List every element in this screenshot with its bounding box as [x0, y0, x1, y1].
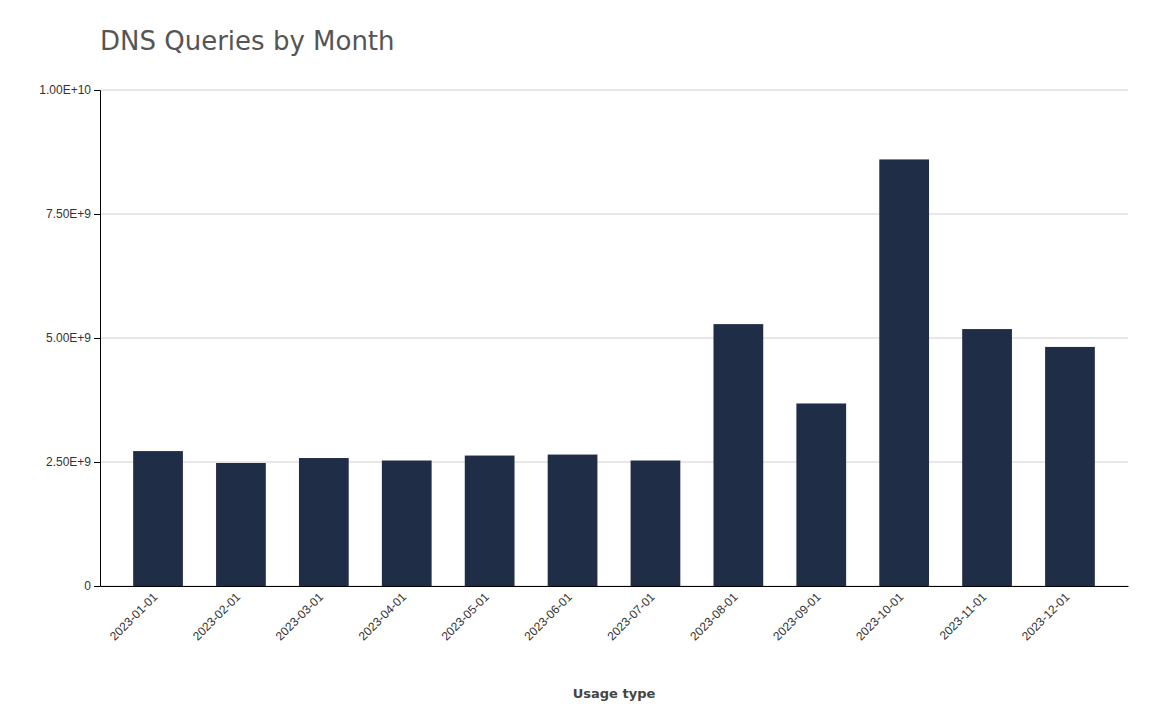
y-tick-mark [94, 338, 100, 339]
x-tick: 2023-01-01 [107, 590, 161, 644]
x-tick-label: 2023-06-01 [522, 590, 576, 644]
x-axis-line [101, 586, 1129, 587]
x-axis: 2023-01-01 2023-02-01 2023-03-01 2023-04-01… [101, 587, 1129, 644]
chart-svg: 0 2.50E+9 5.00E+9 7.50E+9 1.00E+10 2023-01-01… [0, 0, 1168, 716]
x-tick: 2023-05-01 [439, 590, 493, 644]
x-tick-label: 2023-09-01 [770, 590, 824, 644]
y-tick-label: 2.50E+9 [46, 455, 91, 469]
y-tick: 5.00E+9 [46, 331, 100, 345]
y-axis-line [94, 91, 101, 587]
x-tick: 2023-10-01 [853, 590, 907, 644]
bar [879, 159, 929, 586]
x-tick: 2023-09-01 [770, 590, 824, 644]
bar [133, 451, 183, 586]
x-tick: 2023-02-01 [190, 590, 244, 644]
x-tick-label: 2023-07-01 [604, 590, 658, 644]
x-tick-label: 2023-10-01 [853, 590, 907, 644]
y-tick: 2.50E+9 [46, 455, 100, 469]
bar [962, 329, 1012, 586]
bar [382, 461, 432, 586]
bar [465, 456, 515, 586]
y-tick-label: 7.50E+9 [46, 207, 91, 221]
grid [100, 90, 1128, 586]
y-tick-mark [94, 214, 100, 215]
y-tick: 7.50E+9 [46, 207, 100, 221]
bar [299, 458, 349, 586]
x-tick-label: 2023-04-01 [356, 590, 410, 644]
bar [548, 455, 598, 586]
y-tick-label: 5.00E+9 [46, 331, 91, 345]
bar [713, 324, 763, 586]
x-tick-label: 2023-05-01 [439, 590, 493, 644]
x-tick-label: 2023-08-01 [687, 590, 741, 644]
x-tick: 2023-06-01 [522, 590, 576, 644]
x-tick: 2023-12-01 [1019, 590, 1073, 644]
y-tick-mark [94, 586, 100, 587]
bars [133, 159, 1095, 586]
x-tick: 2023-07-01 [604, 590, 658, 644]
plot-area: 0 2.50E+9 5.00E+9 7.50E+9 1.00E+10 2023-01-01… [39, 83, 1128, 643]
x-tick: 2023-03-01 [273, 590, 327, 644]
x-tick: 2023-11-01 [937, 590, 990, 643]
x-tick-label: 2023-01-01 [107, 590, 161, 644]
x-tick-label: 2023-03-01 [273, 590, 327, 644]
x-tick-label: 2023-02-01 [190, 590, 244, 644]
y-tick: 1.00E+10 [39, 83, 100, 97]
grid-line [100, 214, 1128, 215]
chart-title: DNS Queries by Month [100, 26, 395, 56]
y-tick-mark [94, 90, 100, 91]
x-tick-label: 2023-11-01 [937, 590, 990, 643]
bar [1045, 347, 1095, 586]
grid-line [100, 90, 1128, 91]
x-tick: 2023-04-01 [356, 590, 410, 644]
x-tick-label: 2023-12-01 [1019, 590, 1073, 644]
y-tick: 0 [84, 579, 100, 593]
y-tick-label: 1.00E+10 [39, 83, 91, 97]
chart-container: 0 2.50E+9 5.00E+9 7.50E+9 1.00E+10 2023-01-01… [0, 0, 1168, 716]
bar [631, 461, 681, 586]
bar [216, 463, 266, 586]
y-tick-label: 0 [84, 579, 91, 593]
bar [796, 403, 846, 586]
y-axis: 0 2.50E+9 5.00E+9 7.50E+9 1.00E+10 [39, 83, 100, 593]
x-axis-title: Usage type [573, 686, 656, 701]
x-tick: 2023-08-01 [687, 590, 741, 644]
y-tick-mark [94, 462, 100, 463]
